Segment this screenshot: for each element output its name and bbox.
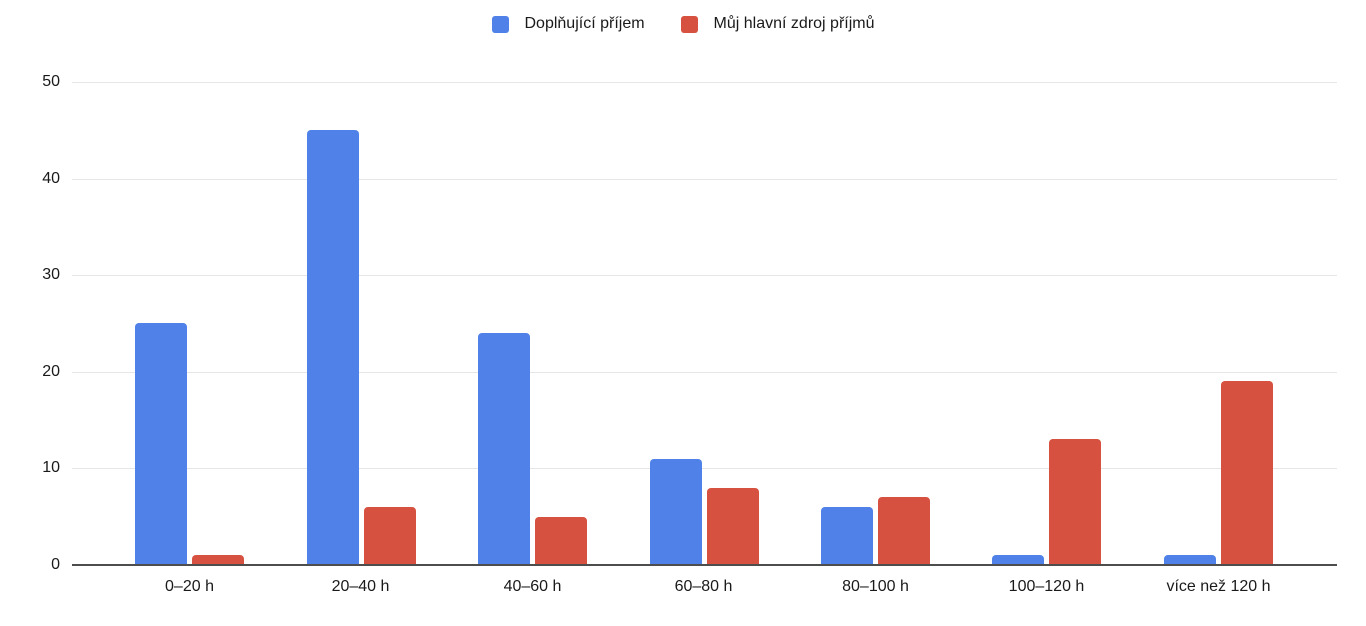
x-axis-label: více než 120 h (1166, 578, 1271, 595)
bar (821, 507, 873, 565)
x-axis-label: 40–60 h (503, 578, 562, 595)
x-axis-label: 20–40 h (331, 578, 390, 595)
legend-swatch-red-icon (680, 15, 698, 33)
gridline-10 (72, 468, 1337, 469)
bar (192, 555, 244, 565)
bar (1221, 381, 1273, 565)
x-axis-line (72, 564, 1337, 566)
bar (478, 333, 530, 565)
bar (1164, 555, 1216, 565)
gridline-50 (72, 82, 1337, 83)
y-axis-label: 50 (42, 73, 60, 90)
y-axis-label: 30 (42, 266, 60, 283)
bar (1049, 439, 1101, 565)
gridline-20 (72, 372, 1337, 373)
y-axis-label: 40 (42, 170, 60, 187)
x-axis-label: 0–20 h (165, 578, 214, 595)
legend-item-hlavni-zdroj: Můj hlavní zdroj příjmů (680, 15, 875, 33)
y-axis-label: 10 (42, 459, 60, 476)
legend-item-doplnujici-prijem: Doplňující příjem (491, 15, 645, 33)
y-axis-label: 20 (42, 363, 60, 380)
bar (878, 497, 930, 565)
bar (307, 130, 359, 565)
bar (535, 517, 587, 565)
bar (650, 459, 702, 565)
bar (364, 507, 416, 565)
legend-label-hlavni-zdroj: Můj hlavní zdroj příjmů (713, 15, 875, 32)
x-axis-label: 60–80 h (674, 578, 733, 595)
legend-label-doplnujici-prijem: Doplňující příjem (524, 15, 645, 32)
chart-legend: Doplňující příjem Můj hlavní zdroj příjm… (0, 15, 1366, 33)
bar (135, 323, 187, 565)
x-axis-label: 80–100 h (842, 578, 909, 595)
gridline-40 (72, 179, 1337, 180)
x-axis-label: 100–120 h (1008, 578, 1085, 595)
bar (992, 555, 1044, 565)
legend-swatch-blue-icon (491, 15, 509, 33)
y-axis-label: 0 (51, 556, 60, 573)
gridline-30 (72, 275, 1337, 276)
bar (707, 488, 759, 565)
